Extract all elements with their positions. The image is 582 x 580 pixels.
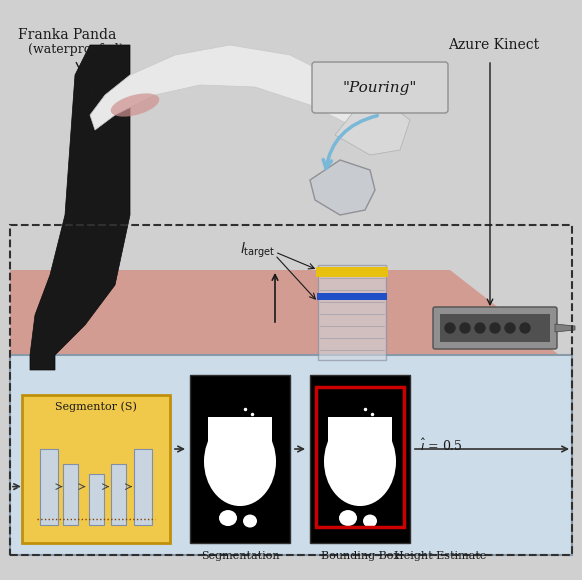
Bar (310, 375, 410, 543)
Polygon shape (30, 45, 130, 370)
Ellipse shape (243, 514, 257, 528)
Text: Segmentor (S): Segmentor (S) (55, 402, 137, 412)
Ellipse shape (219, 510, 237, 526)
Text: Bounding Box: Bounding Box (321, 551, 399, 561)
Bar (63, 464, 79, 525)
Circle shape (520, 323, 530, 333)
Text: $\hat{\imath}$ = 0.5: $\hat{\imath}$ = 0.5 (420, 438, 463, 454)
Bar (10, 355, 572, 555)
Circle shape (475, 323, 485, 333)
Text: Azure Kinect: Azure Kinect (448, 38, 539, 52)
Bar (316, 267, 388, 277)
Bar (10, 225, 572, 555)
Bar (317, 293, 387, 300)
Ellipse shape (204, 417, 276, 506)
Bar (88, 474, 104, 525)
Text: "Pouring": "Pouring" (343, 81, 417, 95)
Bar (208, 417, 272, 462)
Bar (440, 314, 550, 342)
Text: $\mathit{l}_{\mathrm{target}}$: $\mathit{l}_{\mathrm{target}}$ (240, 240, 275, 260)
Bar (190, 375, 290, 543)
Polygon shape (310, 160, 375, 215)
Text: Height Estimate: Height Estimate (394, 551, 486, 561)
Ellipse shape (339, 510, 357, 526)
Bar (318, 265, 386, 360)
Ellipse shape (363, 514, 377, 528)
Polygon shape (335, 105, 410, 155)
Bar (134, 448, 152, 525)
Bar (316, 387, 404, 527)
Circle shape (445, 323, 455, 333)
Circle shape (490, 323, 500, 333)
Text: (waterproofed): (waterproofed) (28, 42, 124, 56)
Circle shape (505, 323, 515, 333)
Polygon shape (90, 45, 360, 130)
Ellipse shape (324, 417, 396, 506)
Circle shape (460, 323, 470, 333)
Text: Segmentation: Segmentation (201, 551, 279, 561)
FancyBboxPatch shape (312, 62, 448, 113)
FancyBboxPatch shape (433, 307, 557, 349)
Text: Franka Panda: Franka Panda (18, 28, 116, 42)
Polygon shape (555, 324, 575, 332)
FancyArrowPatch shape (323, 115, 377, 168)
Bar (22, 395, 170, 543)
Ellipse shape (111, 93, 159, 117)
Bar (111, 464, 126, 525)
Polygon shape (10, 270, 572, 365)
Bar (328, 417, 392, 462)
Bar (40, 448, 58, 525)
